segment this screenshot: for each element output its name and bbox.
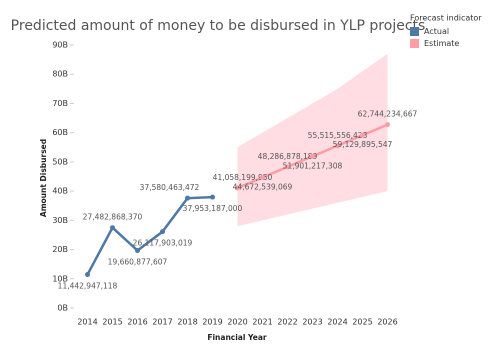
legend-label: Actual	[424, 27, 449, 36]
y-tick-label: 70B	[52, 99, 68, 108]
data-label: 11,442,947,118	[58, 282, 118, 291]
y-tick-label: 90B	[52, 41, 68, 50]
x-tick-label: 2020	[227, 318, 247, 327]
legend-label: Estimate	[424, 39, 459, 48]
data-label: 48,286,878,189	[258, 152, 318, 161]
legend-swatch	[410, 27, 419, 36]
x-tick-label: 2025	[352, 318, 372, 327]
data-point	[235, 185, 240, 191]
y-axis-title: Amount Disbursed	[39, 139, 48, 217]
data-point	[385, 122, 390, 128]
data-label: 41,058,199,950	[213, 173, 273, 182]
data-point	[185, 195, 190, 201]
y-tick-label: 20B	[52, 245, 68, 254]
x-tick-label: 2017	[152, 318, 172, 327]
data-label: 26,117,903,019	[133, 239, 193, 248]
data-point	[285, 164, 290, 170]
data-label: 55,515,556,428	[308, 131, 368, 140]
series-line	[86, 195, 213, 276]
data-label: 44,672,539,069	[233, 182, 293, 191]
y-tick-label: 50B	[52, 157, 68, 166]
x-tick-label: 2023	[302, 318, 322, 327]
x-tick-label: 2019	[202, 318, 222, 327]
y-tick-label: 60B	[52, 128, 68, 137]
data-label: 62,744,234,667	[358, 110, 418, 119]
legend-swatch	[410, 39, 419, 48]
data-point	[310, 153, 315, 159]
y-tick-label: 80B	[52, 70, 68, 79]
data-label: 37,580,463,472	[140, 183, 200, 192]
x-axis-title: Financial Year	[207, 333, 267, 342]
y-tick-label: 10B	[52, 274, 68, 283]
chart-title: Predicted amount of money to be disburse…	[11, 18, 426, 34]
data-point	[335, 143, 340, 149]
x-tick-label: 2024	[327, 318, 347, 327]
forecast-band	[237, 53, 388, 227]
x-tick-label: 2014	[77, 318, 97, 327]
data-label: 37,953,187,000	[183, 204, 243, 213]
data-label: 59,129,895,547	[333, 140, 393, 149]
y-tick-label: 0B	[57, 304, 68, 313]
data-point	[260, 174, 265, 180]
data-label: 19,660,877,607	[108, 258, 168, 267]
data-point	[110, 225, 115, 231]
x-tick-label: 2021	[252, 318, 272, 327]
y-tick-label: 40B	[52, 187, 68, 196]
data-point	[135, 248, 140, 254]
data-point	[360, 132, 365, 138]
y-tick-label: 30B	[52, 216, 68, 225]
x-tick-label: 2026	[377, 318, 397, 327]
data-label: 27,482,868,370	[83, 213, 143, 222]
x-tick-label: 2018	[177, 318, 197, 327]
legend-title: Forecast indicator	[410, 14, 482, 23]
data-point	[210, 194, 215, 200]
data-point	[160, 229, 165, 235]
data-label: 51,901,217,308	[283, 161, 343, 170]
data-point	[85, 272, 90, 278]
x-tick-label: 2022	[277, 318, 297, 327]
x-tick-label: 2016	[127, 318, 147, 327]
x-tick-label: 2015	[102, 318, 122, 327]
